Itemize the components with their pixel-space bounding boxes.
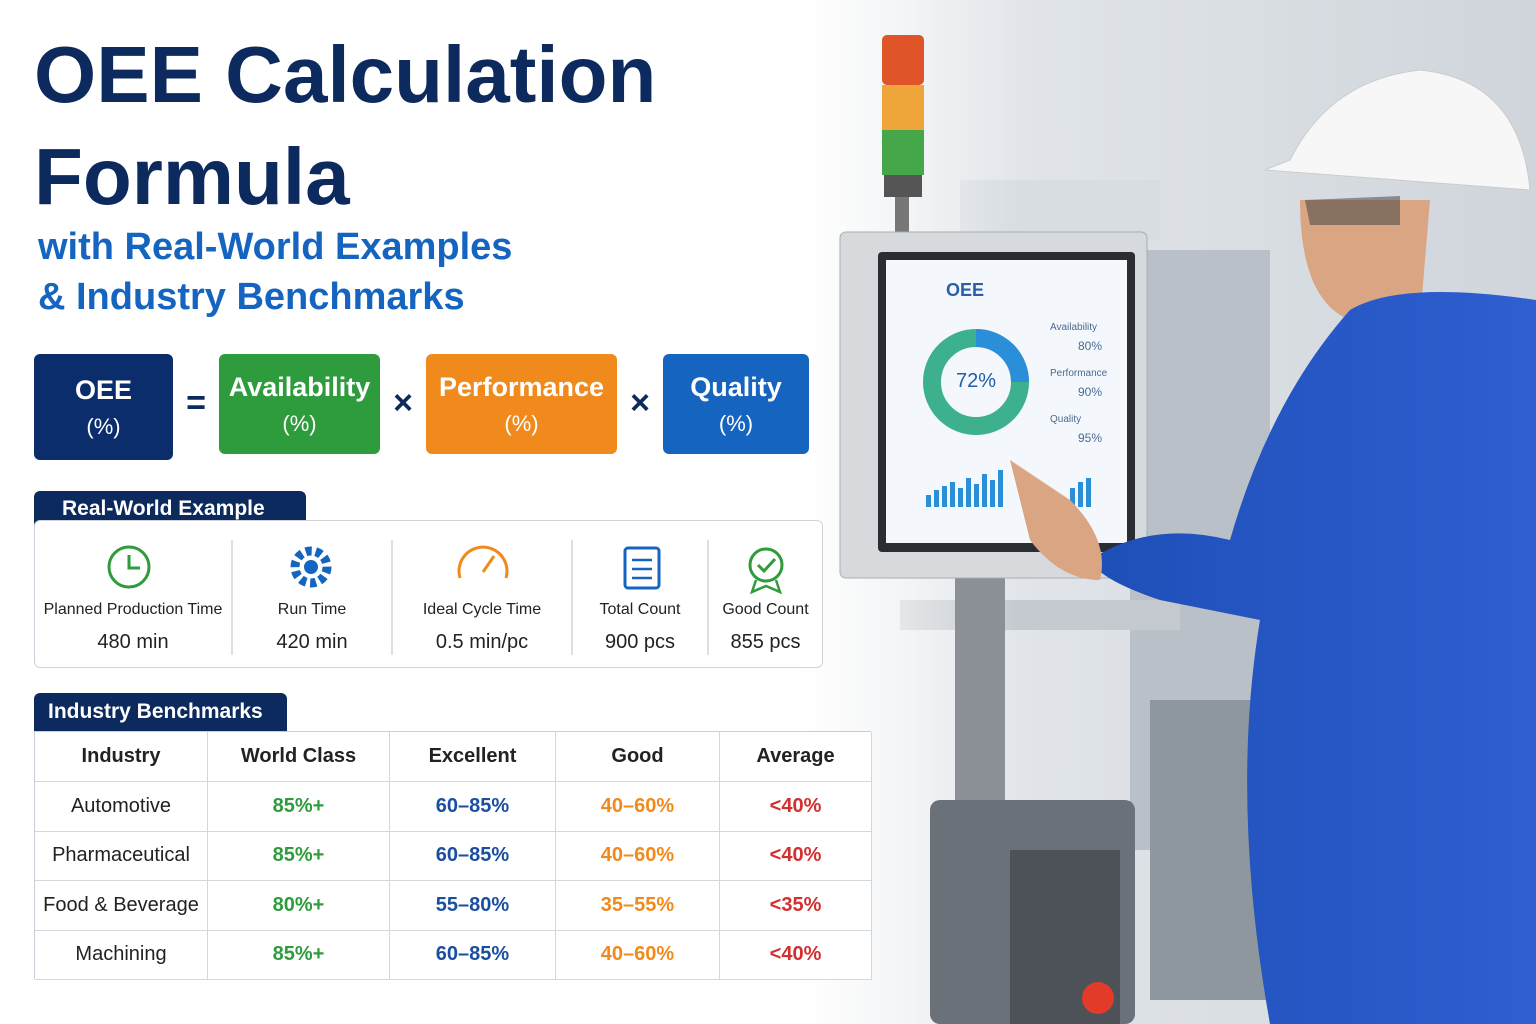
- screen-metric-value: 80%: [1078, 339, 1103, 353]
- example-item: Total Count 900 pcs: [572, 601, 708, 654]
- formula-term-unit: (%): [718, 410, 754, 436]
- table-cell: 85%+: [208, 782, 390, 832]
- table-header-cell: Industry: [35, 732, 208, 782]
- example-item-value: 900 pcs: [604, 631, 676, 653]
- table-header-cell: Good: [556, 732, 720, 782]
- table-cell: 40–60%: [556, 930, 720, 980]
- table-cell: 85%+: [208, 831, 390, 881]
- formula-term-name: Quality: [690, 371, 782, 402]
- subtitle-line: & Industry Benchmarks: [38, 276, 465, 318]
- screen-metric-value: 90%: [1078, 385, 1103, 399]
- benchmarks-table: Industry World Class Excellent Good Average A…: [34, 731, 872, 980]
- subtitle-line: with Real-World Examples: [38, 226, 513, 268]
- example-item-label: Planned Production Time: [43, 601, 223, 618]
- formula-term-name: OEE: [74, 374, 133, 405]
- example-item-label: Good Count: [722, 601, 809, 618]
- table-cell: <40%: [720, 782, 872, 832]
- example-icons: [107, 540, 784, 655]
- table-cell: Food & Beverage: [35, 881, 208, 931]
- example-item-value: 480 min: [97, 631, 169, 653]
- formula-term: Availability (%): [219, 354, 380, 454]
- screen-metric-label: Quality: [1050, 414, 1082, 425]
- table-cell: <40%: [720, 930, 872, 980]
- example-item-value: 855 pcs: [730, 631, 801, 653]
- table-cell: 55–80%: [390, 881, 556, 931]
- table-cell: 60–85%: [390, 831, 556, 881]
- screen-metric-value: 95%: [1078, 431, 1103, 445]
- example-item: Run Time 420 min: [232, 601, 392, 654]
- table-cell: Pharmaceutical: [35, 831, 208, 881]
- table-cell: 85%+: [208, 930, 390, 980]
- table-cell: Automotive: [35, 782, 208, 832]
- screen-gauge: 72%: [955, 370, 997, 392]
- screen-title: OEE: [946, 280, 985, 300]
- formula-operator: ×: [393, 384, 413, 422]
- table-cell: 60–85%: [390, 930, 556, 980]
- benchmarks-heading: Industry Benchmarks: [34, 693, 287, 731]
- example-item-value: 420 min: [276, 631, 348, 653]
- table-cell: 60–85%: [390, 782, 556, 832]
- example-item-label: Total Count: [599, 601, 681, 618]
- example-item: Good Count 855 pcs: [708, 601, 823, 654]
- table-cell: 40–60%: [556, 782, 720, 832]
- table-cell: 80%+: [208, 881, 390, 931]
- formula-operator: ×: [630, 384, 650, 422]
- table-cell: <40%: [720, 831, 872, 881]
- table-header-cell: World Class: [208, 732, 390, 782]
- table-cell: 35–55%: [556, 881, 720, 931]
- example-item-label: Run Time: [277, 601, 347, 618]
- formula-term-name: Performance: [438, 371, 605, 402]
- example-item: Ideal Cycle Time 0.5 min/pc: [392, 601, 572, 654]
- table-cell: 40–60%: [556, 831, 720, 881]
- screen-metric-label: Availability: [1050, 322, 1098, 333]
- title-line: Formula: [34, 132, 350, 221]
- example-item-label: Ideal Cycle Time: [422, 601, 542, 618]
- table-header-cell: Excellent: [390, 732, 556, 782]
- formula-term-unit: (%): [504, 410, 539, 436]
- example-panel: [34, 520, 823, 668]
- formula-term: Quality (%): [663, 354, 809, 454]
- table-cell: <35%: [720, 881, 872, 931]
- formula-term-unit: (%): [86, 413, 121, 439]
- formula-term: Performance (%): [426, 354, 617, 454]
- title-line: OEE Calculation: [34, 30, 657, 119]
- formula-term-unit: (%): [282, 410, 317, 436]
- example-item: Planned Production Time 480 min: [34, 601, 232, 654]
- example-item-value: 0.5 min/pc: [435, 631, 529, 653]
- formula-operator: =: [186, 384, 206, 422]
- table-cell: Machining: [35, 930, 208, 980]
- screen-metric-label: Performance: [1050, 368, 1108, 379]
- formula-term: OEE (%): [34, 354, 173, 460]
- formula-term-name: Availability: [228, 371, 371, 402]
- table-header-cell: Average: [720, 732, 872, 782]
